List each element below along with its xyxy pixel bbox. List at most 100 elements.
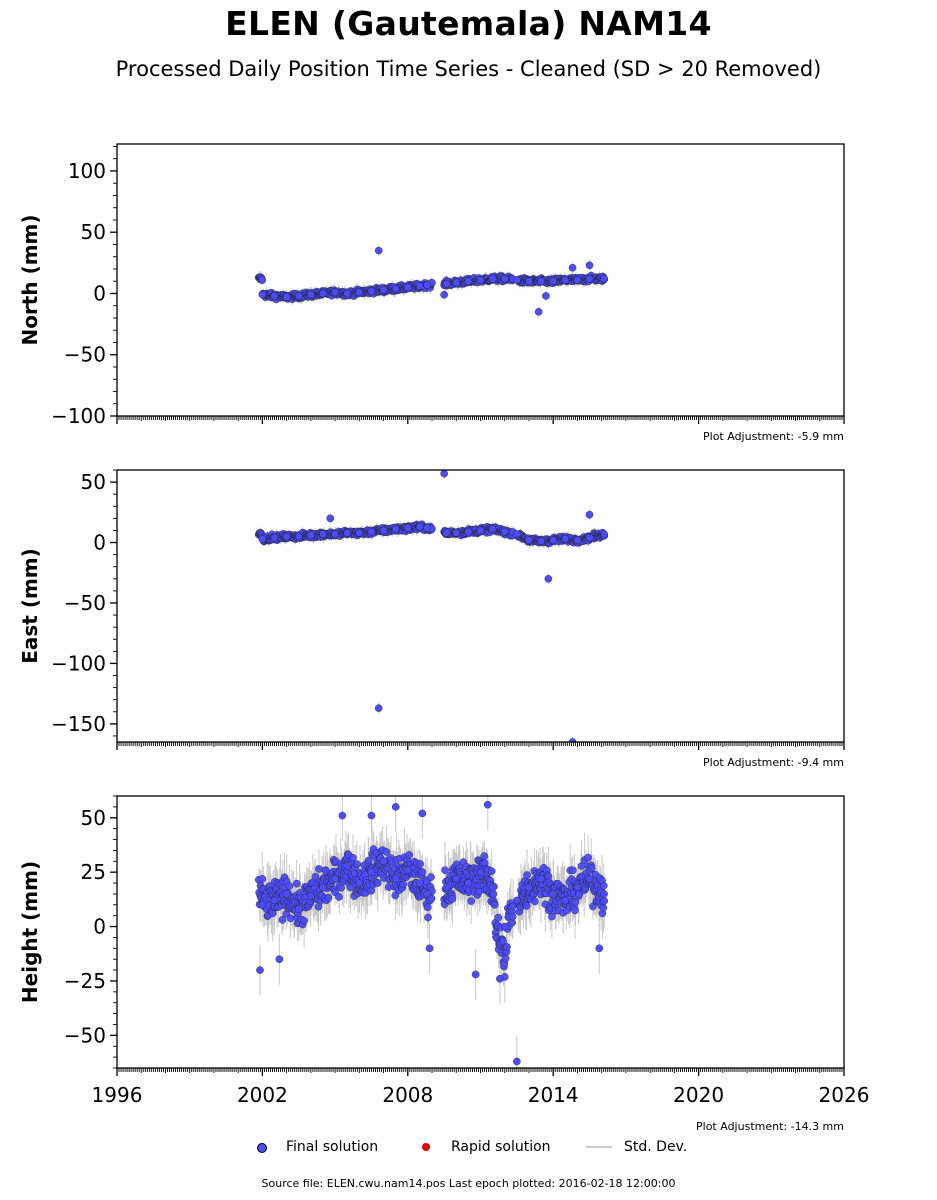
y-tick-label: 0	[93, 281, 106, 305]
chart-subtitle: Processed Daily Position Time Series - C…	[115, 57, 822, 81]
series-point	[585, 533, 594, 542]
series-point	[573, 276, 582, 284]
plot-area	[254, 470, 609, 742]
plot-adjustment-label: Plot Adjustment: -5.9 mm	[703, 430, 844, 443]
series-point	[423, 281, 431, 289]
data-point	[285, 882, 294, 890]
std-dev-bars	[258, 470, 605, 742]
series-point	[319, 289, 327, 298]
data-point	[315, 865, 323, 873]
outlier-point	[542, 292, 550, 300]
outlier-point	[544, 575, 553, 583]
series-point	[331, 288, 339, 297]
data-point	[382, 848, 391, 856]
data-point	[258, 276, 267, 284]
series-point	[403, 524, 412, 532]
series-point	[294, 292, 303, 300]
final-solution-points	[254, 470, 609, 742]
series-point	[549, 277, 558, 286]
series-point	[416, 282, 424, 290]
series-point	[537, 277, 545, 286]
plot-area	[254, 245, 609, 318]
series-point	[525, 536, 533, 544]
series-point	[561, 276, 570, 284]
series-point	[452, 529, 461, 537]
panel-east: −150 −100 −50 0 50 East (mm) Plot Adjustment: …	[18, 469, 845, 769]
series-point	[294, 532, 303, 541]
data-point	[258, 875, 267, 883]
outlier-point	[374, 704, 383, 712]
y-tick-label: −50	[64, 343, 106, 367]
data-point	[268, 909, 277, 918]
outlier-point	[374, 246, 383, 255]
series-point	[258, 535, 267, 543]
series-point	[391, 525, 400, 534]
series-point	[282, 532, 291, 541]
data-point	[337, 884, 346, 892]
data-point	[349, 853, 357, 862]
data-point	[335, 893, 343, 901]
series-point	[416, 523, 424, 531]
series-point	[343, 289, 352, 298]
series-point	[525, 277, 533, 286]
series-point	[343, 529, 352, 537]
series-point	[355, 288, 364, 297]
series-point	[355, 529, 364, 537]
series-point	[423, 524, 431, 532]
outlier-point	[568, 738, 577, 742]
outlier-point	[440, 290, 448, 299]
y-ticks	[110, 146, 117, 417]
data-point	[374, 879, 382, 887]
y-tick-label: −100	[51, 651, 106, 675]
outlier-point	[585, 510, 594, 519]
y-axis-label: East (mm)	[18, 548, 42, 664]
y-tick-label: 100	[68, 159, 106, 183]
std-dev-bars	[258, 796, 605, 1068]
series-point	[513, 276, 521, 284]
y-axis-label: North (mm)	[18, 214, 42, 345]
y-tick-label: 0	[93, 531, 106, 555]
plot-area	[254, 796, 609, 1068]
data-point	[278, 916, 287, 924]
series-point	[367, 287, 376, 295]
axes-frame	[116, 469, 845, 743]
series-point	[488, 525, 497, 534]
outlier-point	[585, 261, 594, 270]
y-tick-label: −50	[64, 591, 106, 615]
series-point	[585, 274, 594, 283]
series-point	[403, 283, 412, 292]
series-point	[442, 279, 451, 288]
data-point	[353, 860, 361, 868]
y-ticks	[110, 469, 117, 737]
outlier-point	[440, 470, 448, 478]
series-point	[513, 530, 521, 538]
series-point	[537, 537, 545, 546]
series-point	[488, 274, 497, 283]
series-point	[282, 293, 291, 301]
data-point	[286, 914, 295, 923]
data-point	[364, 856, 373, 865]
series-point	[464, 527, 473, 536]
x-ticks	[116, 742, 845, 750]
series-point	[442, 529, 451, 537]
series-point	[573, 536, 582, 544]
series-point	[307, 531, 315, 540]
series-point	[270, 533, 279, 542]
final-solution-points	[254, 246, 609, 316]
final-solution-points	[254, 800, 609, 1066]
series-point	[500, 527, 509, 536]
y-tick-label: 50	[81, 470, 106, 494]
plot-adjustment-label: Plot Adjustment: -9.4 mm	[703, 756, 844, 769]
series-point	[464, 277, 473, 286]
series-point	[600, 274, 608, 283]
series-point	[476, 276, 485, 284]
series-point	[258, 290, 267, 299]
y-tick-label: −100	[51, 404, 106, 428]
outlier-point	[326, 514, 335, 523]
y-tick-label: 50	[81, 220, 106, 244]
outlier-point	[568, 263, 577, 272]
chart-title: ELEN (Gautemala) NAM14	[225, 4, 712, 43]
x-ticks	[116, 416, 845, 424]
series-point	[307, 290, 315, 299]
